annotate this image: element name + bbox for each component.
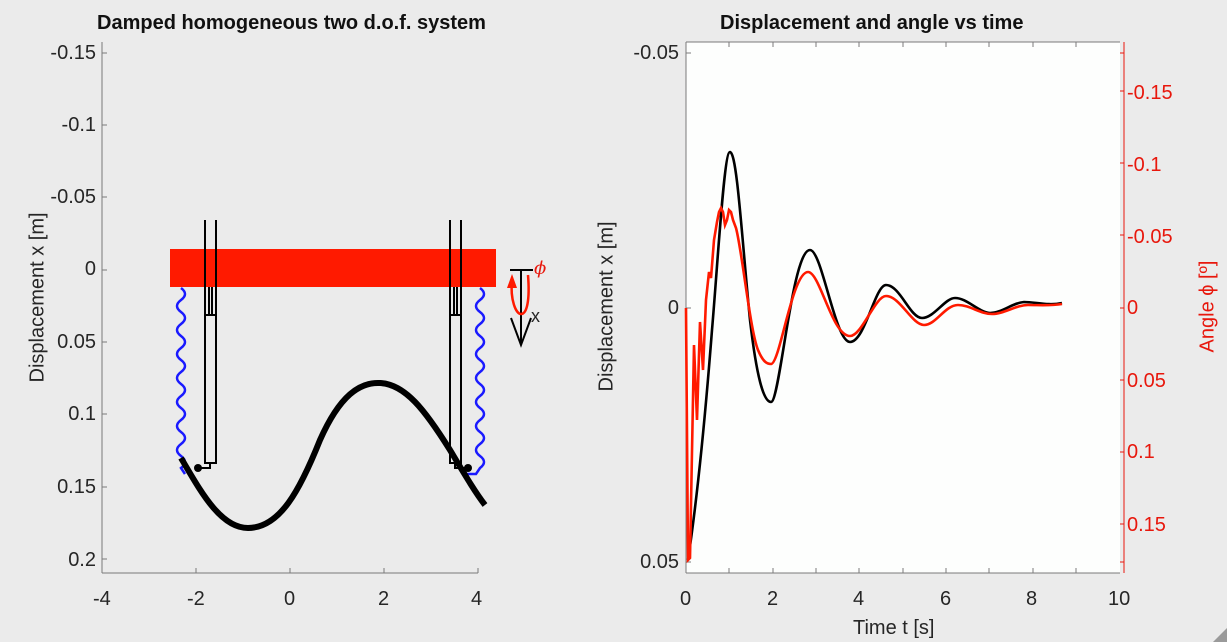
left-ytick: -0.15: [50, 42, 96, 64]
beam: [170, 249, 496, 287]
right-axes: [685, 41, 1125, 574]
left-ytick: -0.05: [50, 186, 96, 208]
right-xtick: 2: [767, 588, 779, 610]
right-left-ytick: -0.05: [633, 42, 679, 64]
right-xtick: 8: [1026, 588, 1038, 610]
road-profile-curve: [178, 379, 488, 532]
right-xtick: 4: [853, 588, 865, 610]
right-xtick: 6: [940, 588, 952, 610]
right-right-ytick: 0.05: [1127, 370, 1166, 392]
right-left-ytick: 0: [667, 297, 679, 319]
right-xtick: 10: [1108, 588, 1131, 610]
left-plot-title: Damped homogeneous two d.o.f. system: [97, 12, 486, 34]
right-right-y-axis-label: Angle ϕ [º]: [1196, 260, 1219, 353]
right-plot-title: Displacement and angle vs time: [720, 12, 1024, 34]
right-x-axis-label: Time t [s]: [853, 617, 935, 639]
left-ytick: 0.15: [57, 476, 96, 498]
phi-symbol-label: ϕ: [534, 258, 547, 279]
x-symbol-label: x: [531, 306, 540, 326]
right-left-ytick: 0.05: [640, 551, 679, 573]
left-ytick: 0.05: [57, 331, 96, 353]
left-ytick: 0.2: [68, 549, 96, 571]
left-ytick: -0.1: [61, 114, 96, 136]
angle-series-line: [684, 205, 1063, 564]
left-xtick: 0: [284, 588, 296, 610]
right-right-ytick: 0: [1127, 297, 1139, 319]
left-ytick: 0: [84, 258, 96, 280]
left-xtick: 4: [471, 588, 483, 610]
right-left-y-axis-label: Displacement x [m]: [595, 221, 618, 392]
left-xtick: -4: [93, 588, 111, 610]
left-axes: [101, 42, 479, 574]
right-contact-point: [464, 464, 472, 472]
left-spring: [175, 287, 187, 475]
left-xtick: -2: [187, 588, 205, 610]
left-contact-point: [194, 464, 202, 472]
left-ytick: 0.1: [68, 403, 96, 425]
right-right-ytick: -0.15: [1127, 82, 1173, 104]
left-xtick: 2: [378, 588, 390, 610]
right-right-ytick: -0.05: [1127, 226, 1173, 248]
right-right-ytick: 0.15: [1127, 514, 1166, 536]
right-xtick: 0: [680, 588, 692, 610]
window-resize-corner[interactable]: [1213, 628, 1227, 642]
right-right-ytick: -0.1: [1127, 154, 1162, 176]
displacement-series-line: [686, 150, 1063, 561]
coordinate-legend-icon: [507, 269, 533, 348]
right-spring: [462, 287, 486, 476]
right-right-ytick: 0.1: [1127, 441, 1155, 463]
